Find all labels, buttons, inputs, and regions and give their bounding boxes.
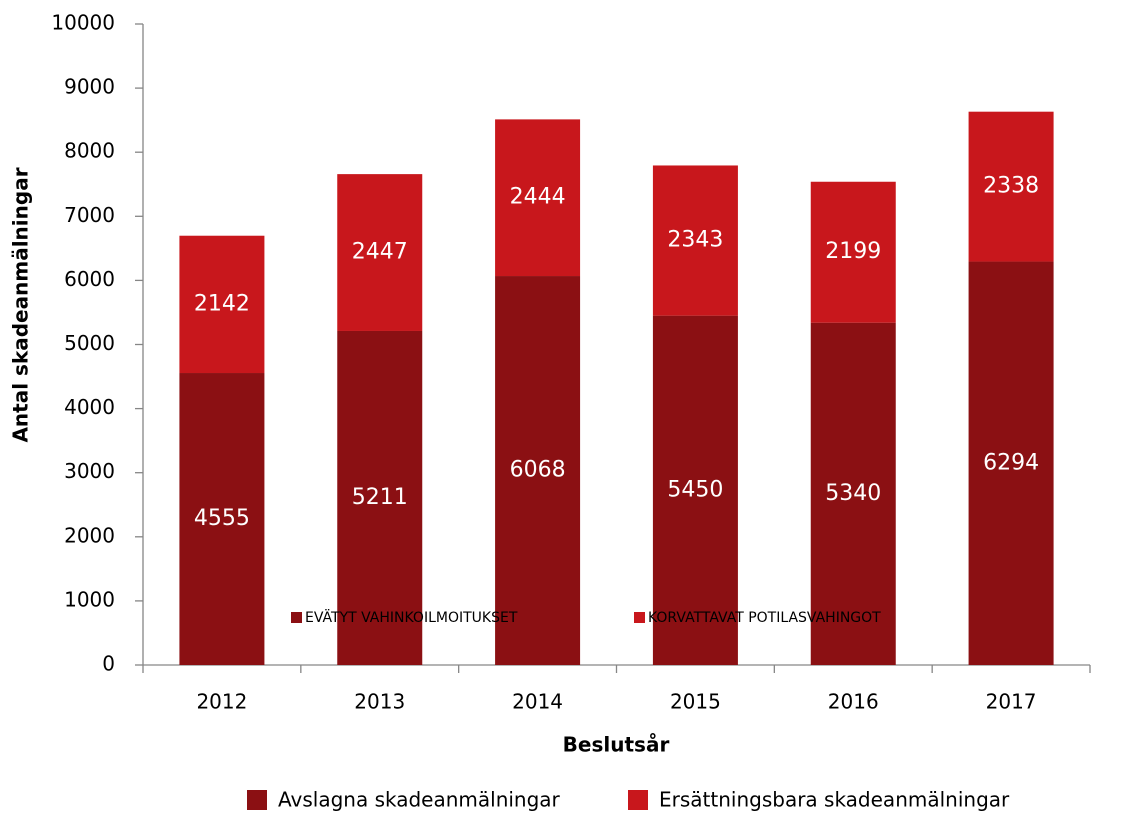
x-tick-label: 2013: [354, 690, 405, 714]
bar-segment: [495, 119, 581, 277]
bar-segment: [495, 276, 581, 665]
y-tick-label: 4000: [64, 395, 115, 419]
data-label: 5340: [825, 481, 881, 506]
bar-segment: [337, 330, 423, 665]
bar-segment: [652, 165, 738, 316]
bar-segment: [179, 235, 265, 374]
data-label: 6068: [510, 458, 566, 483]
x-tick-label: 2017: [986, 690, 1037, 714]
bar-segment: [968, 261, 1054, 665]
data-label: 2343: [667, 228, 723, 253]
y-tick-label: 6000: [64, 267, 115, 291]
bar-segment: [337, 174, 423, 331]
bar-segment: [652, 315, 738, 665]
bar-segment: [968, 111, 1054, 262]
data-label: 2338: [983, 174, 1039, 199]
legend-swatch: [247, 790, 267, 810]
y-tick-label: 9000: [64, 75, 115, 99]
bar-segment: [810, 322, 896, 665]
x-tick-label: 2016: [828, 690, 879, 714]
y-tick-label: 2000: [64, 523, 115, 547]
x-tick-label: 2014: [512, 690, 563, 714]
y-tick-label: 8000: [64, 139, 115, 163]
overlay-legend-label: EVÄTYT VAHINKOILMOITUKSET: [305, 608, 518, 626]
data-label: 4555: [194, 506, 250, 531]
y-tick-label: 10000: [51, 11, 115, 35]
x-tick-label: 2015: [670, 690, 721, 714]
y-axis-title: Antal skadeanmälningar: [9, 167, 33, 442]
legend-label: Avslagna skadeanmälningar: [278, 788, 561, 812]
bar-segment: [810, 181, 896, 323]
data-label: 2447: [352, 240, 408, 265]
y-tick-label: 1000: [64, 587, 115, 611]
y-tick-label: 0: [102, 652, 115, 676]
data-label: 2142: [194, 291, 250, 316]
data-label: 2199: [825, 239, 881, 264]
data-label: 5211: [352, 485, 408, 510]
x-axis-title: Beslutsår: [563, 733, 670, 757]
overlay-legend-swatch: [291, 612, 302, 623]
legend-label: Ersättningsbara skadeanmälningar: [659, 788, 1010, 812]
y-tick-label: 7000: [64, 203, 115, 227]
y-tick-label: 5000: [64, 331, 115, 355]
data-label: 5450: [667, 477, 723, 502]
x-tick-label: 2012: [196, 690, 247, 714]
bar-segment: [179, 373, 265, 665]
overlay-legend-swatch: [634, 612, 645, 623]
data-label: 2444: [510, 185, 566, 210]
data-label: 6294: [983, 450, 1039, 475]
legend-swatch: [628, 790, 648, 810]
overlay-legend-label: KORVATTAVAT POTILASVAHINGOT: [648, 610, 881, 626]
y-tick-label: 3000: [64, 459, 115, 483]
